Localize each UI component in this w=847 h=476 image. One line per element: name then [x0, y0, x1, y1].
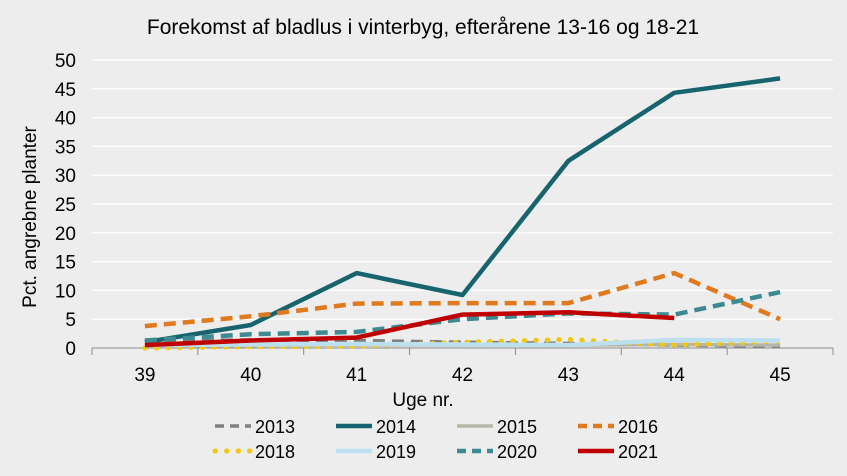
series-line-2020: [144, 289, 781, 343]
y-tick-label: 40: [55, 109, 76, 130]
y-tick-label: 45: [55, 80, 76, 101]
y-tick-label: 10: [55, 281, 76, 302]
legend: 2013 2014 2015 2016 2018 2019 2020 2021: [212, 417, 658, 462]
x-axis: 39 40 41 42 43 44 45: [91, 347, 834, 386]
x-tick-label: 41: [346, 365, 367, 386]
x-tick-label: 44: [664, 365, 686, 386]
series-line-2021: [144, 310, 675, 348]
series-line-2018: [142, 336, 783, 351]
y-tick-label: 0: [65, 339, 76, 360]
x-tick-label: 42: [452, 365, 473, 386]
legend-label-2019: 2019: [376, 442, 416, 462]
y-tick-label: 35: [55, 137, 76, 158]
y-tick-label: 30: [55, 166, 76, 187]
y-tick-label: 20: [55, 224, 76, 245]
y-axis-label: Pct. angrebne planter: [20, 125, 41, 307]
series-line-2019: [144, 337, 781, 348]
legend-label-2015: 2015: [497, 417, 537, 437]
x-tick-label: 40: [240, 365, 261, 386]
y-tick-label: 15: [55, 253, 76, 274]
x-tick-label: 39: [134, 365, 155, 386]
y-tick-label: 50: [55, 51, 76, 72]
y-tick-label: 25: [55, 195, 76, 216]
series-line-2016: [144, 270, 781, 329]
y-axis-ticks: 0 5 10 15 20 25 30 35 40 45 50: [55, 51, 76, 360]
legend-label-2016: 2016: [618, 417, 658, 437]
x-tick-label: 43: [558, 365, 579, 386]
legend-label-2021: 2021: [618, 442, 658, 462]
chart-title: Forekomst af bladlus i vinterbyg, efterå…: [147, 16, 699, 39]
grid-lines: [92, 59, 833, 320]
legend-label-2014: 2014: [376, 417, 416, 437]
series-line-2014: [144, 76, 781, 345]
series-lines: [142, 76, 783, 351]
legend-label-2013: 2013: [255, 417, 295, 437]
legend-label-2018: 2018: [255, 442, 295, 462]
x-tick-label: 45: [770, 365, 791, 386]
x-axis-label: Uge nr.: [392, 390, 453, 411]
legend-label-2020: 2020: [497, 442, 537, 462]
y-tick-label: 5: [65, 310, 76, 331]
